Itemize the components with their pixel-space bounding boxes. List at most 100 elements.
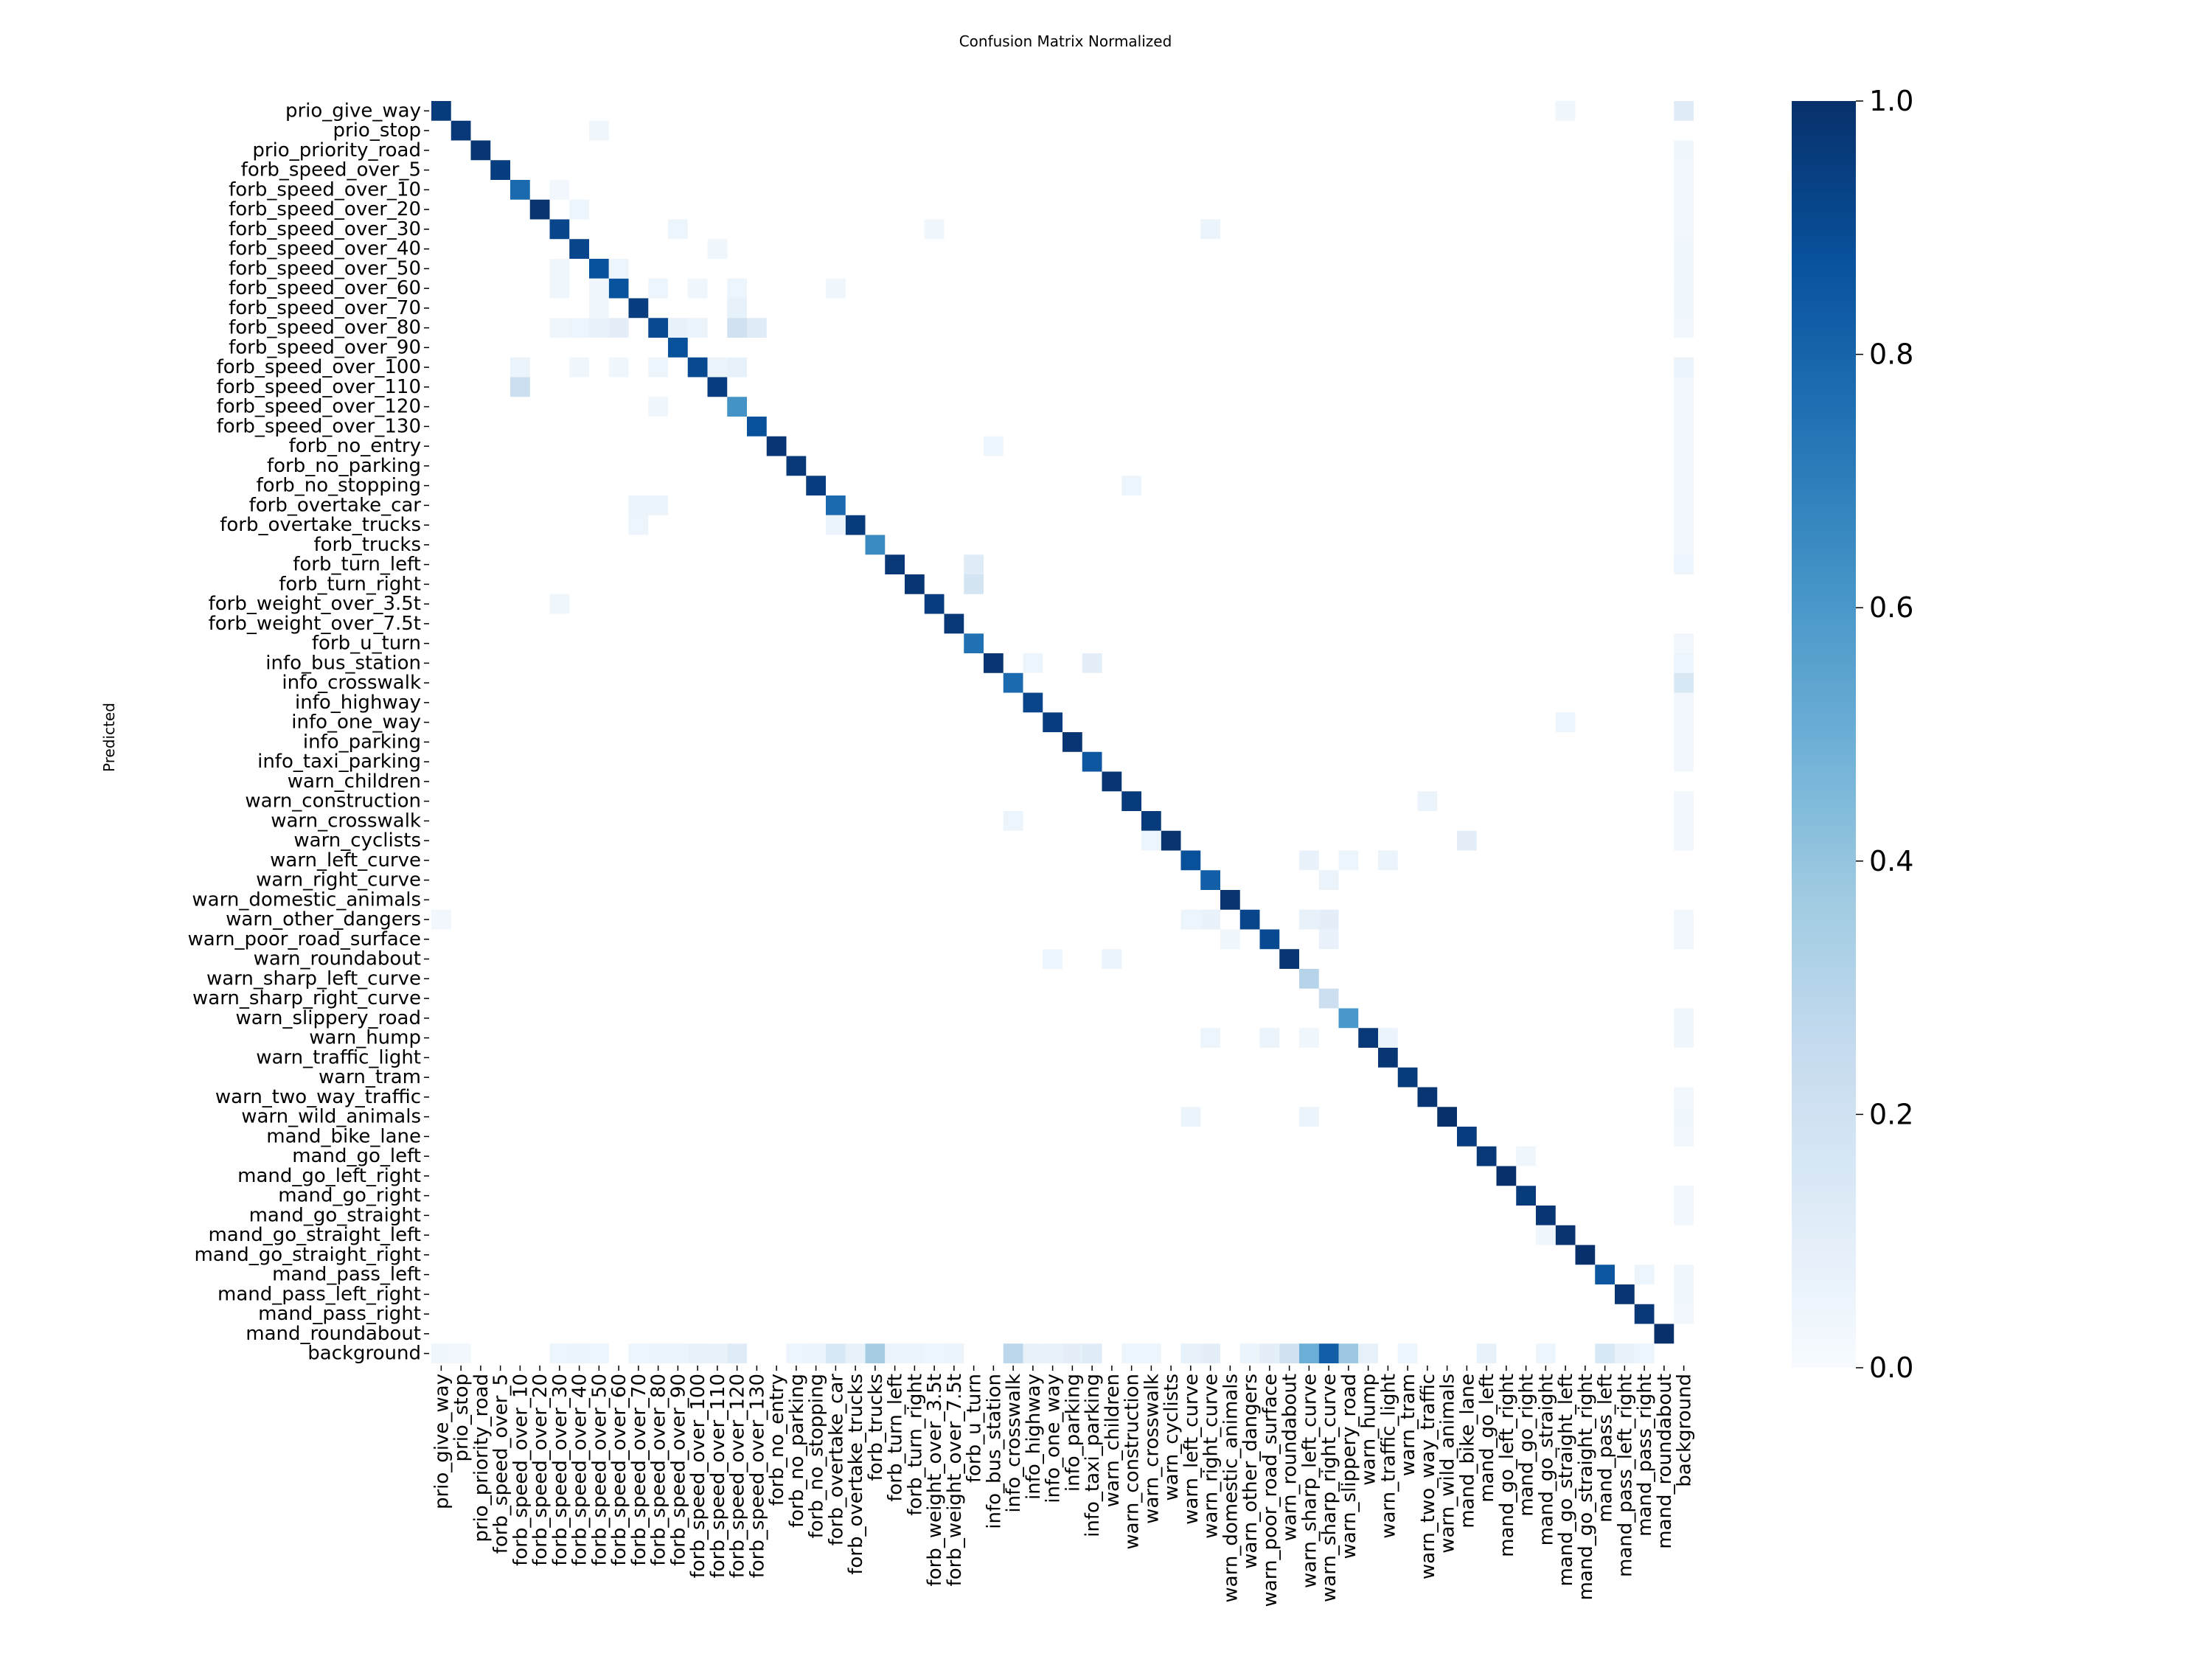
heatmap-cell	[648, 278, 668, 299]
heatmap-cell	[1259, 1343, 1280, 1363]
heatmap-cell	[529, 199, 550, 220]
x-tick-label: forb_speed_over_80	[648, 1374, 670, 1566]
heatmap-cell	[451, 120, 471, 141]
heatmap-cell	[727, 357, 747, 378]
heatmap-cell	[628, 1343, 649, 1363]
heatmap-cell	[687, 278, 708, 299]
heatmap-cell	[1674, 653, 1694, 673]
heatmap-cell	[1200, 219, 1220, 240]
x-tick-label: mand_bike_lane	[1456, 1374, 1478, 1528]
y-tick-label: forb_u_turn	[312, 633, 421, 655]
heatmap-cell	[1180, 909, 1201, 930]
y-tick-label: forb_speed_over_120	[217, 396, 421, 418]
heatmap-cell	[1674, 1265, 1694, 1284]
y-tick-label: info_taxi_parking	[257, 751, 421, 773]
heatmap-cell	[826, 495, 846, 515]
y-tick-label: forb_speed_over_80	[229, 317, 421, 339]
y-tick-label: forb_trucks	[313, 534, 421, 556]
y-tick-label: background	[307, 1343, 421, 1365]
x-tick-label: forb_speed_over_110	[707, 1374, 729, 1578]
x-tick-label: forb_trucks	[865, 1374, 887, 1481]
heatmap-cell	[1082, 751, 1102, 772]
heatmap-cell	[1555, 1225, 1576, 1245]
x-tick-label: mand_go_right	[1516, 1374, 1538, 1517]
heatmap-cell	[569, 318, 589, 338]
heatmap-cell	[549, 259, 570, 279]
x-tick-label: warn_construction	[1121, 1374, 1144, 1550]
colorbar-tick-label: 0.8	[1869, 338, 1913, 371]
y-tick-label: warn_two_way_traffic	[215, 1086, 421, 1108]
heatmap-cell	[1102, 949, 1122, 969]
heatmap-cell	[1318, 870, 1339, 890]
x-tick-label: warn_children	[1102, 1374, 1124, 1507]
x-tick-label: forb_speed_over_5	[490, 1374, 512, 1554]
heatmap-cell	[1595, 1265, 1615, 1284]
y-tick-label: warn_poor_road_surface	[188, 928, 421, 950]
heatmap-cell	[668, 1343, 688, 1363]
y-tick-label: info_parking	[303, 731, 421, 753]
colorbar-ticks: 0.0 0.2 0.4 0.6 0.8 1.0	[1856, 85, 1913, 1384]
heatmap-cell	[1299, 1343, 1319, 1363]
heatmap-cell	[1299, 969, 1319, 989]
y-tick-label: mand_go_straight	[249, 1204, 421, 1226]
heatmap-cell	[1220, 890, 1240, 910]
heatmap-cell	[1516, 1186, 1536, 1206]
heatmap-cell	[984, 653, 1004, 673]
x-tick-label: info_crosswalk	[1003, 1374, 1025, 1513]
colorbar-tick-label: 0.0	[1869, 1352, 1913, 1384]
heatmap-cell	[1378, 1028, 1398, 1048]
heatmap-cell	[1141, 830, 1161, 851]
y-tick-label: warn_traffic_light	[256, 1046, 421, 1068]
heatmap-cell	[1674, 692, 1694, 713]
x-tick-label: prio_stop	[451, 1374, 473, 1461]
heatmap-cell	[1476, 1146, 1497, 1166]
heatmap-cell	[1615, 1343, 1635, 1363]
heatmap-cell	[1674, 712, 1694, 732]
x-tick-label: warn_wild_animals	[1437, 1374, 1459, 1554]
heatmap-cell	[707, 377, 728, 397]
heatmap-cell	[1674, 791, 1694, 811]
y-tick-label: warn_other_dangers	[226, 908, 421, 931]
heatmap-cell	[1634, 1304, 1655, 1324]
x-tick-label: mand_go_straight	[1535, 1374, 1557, 1545]
y-tick-label: warn_construction	[245, 790, 421, 813]
x-tick-labels: prio_give_wayprio_stopprio_priority_road…	[431, 1366, 1696, 1607]
heatmap-cell	[865, 1343, 886, 1363]
heatmap-cell	[668, 338, 688, 358]
heatmap-cell	[589, 298, 609, 319]
y-tick-label: forb_speed_over_5	[241, 159, 421, 181]
y-tick-label: warn_left_curve	[270, 849, 421, 872]
heatmap-cell	[1239, 1343, 1260, 1363]
y-tick-label: warn_sharp_right_curve	[192, 987, 421, 1009]
heatmap-cell	[1378, 850, 1398, 871]
heatmap-cell	[1318, 1343, 1339, 1363]
x-tick-label: info_highway	[1023, 1374, 1045, 1500]
x-tick-label: info_one_way	[1043, 1374, 1065, 1503]
heatmap-cell	[1674, 436, 1694, 456]
heatmap-cell	[1299, 1107, 1319, 1127]
x-tick-label: forb_speed_over_30	[549, 1374, 571, 1566]
heatmap-cell	[1220, 929, 1240, 950]
heatmap-cell	[1338, 1343, 1359, 1363]
y-tick-label: warn_wild_animals	[241, 1106, 421, 1128]
x-tick-label: forb_speed_over_40	[569, 1374, 591, 1566]
x-tick-label: warn_traffic_light	[1377, 1374, 1399, 1539]
x-tick-label: mand_pass_left	[1595, 1374, 1617, 1523]
heatmap-cell	[628, 495, 649, 515]
heatmap-cell	[727, 318, 747, 338]
y-tick-label: forb_no_entry	[289, 435, 421, 457]
heatmap-cell	[1674, 535, 1694, 555]
y-tick-label: forb_speed_over_50	[229, 257, 421, 279]
heatmap-cell	[1299, 850, 1319, 871]
heatmap-cell	[1555, 712, 1576, 732]
heatmap-cell	[628, 298, 649, 319]
heatmap-cell	[1674, 909, 1694, 930]
heatmap-cell	[470, 140, 491, 161]
heatmap-cell	[924, 594, 945, 614]
heatmap-cell	[964, 574, 984, 594]
x-tick-label: forb_speed_over_20	[529, 1374, 552, 1566]
heatmap-cell	[727, 298, 747, 319]
heatmap-cell	[707, 239, 728, 259]
heatmap-cell	[826, 515, 846, 535]
heatmap-cell	[1180, 1343, 1201, 1363]
